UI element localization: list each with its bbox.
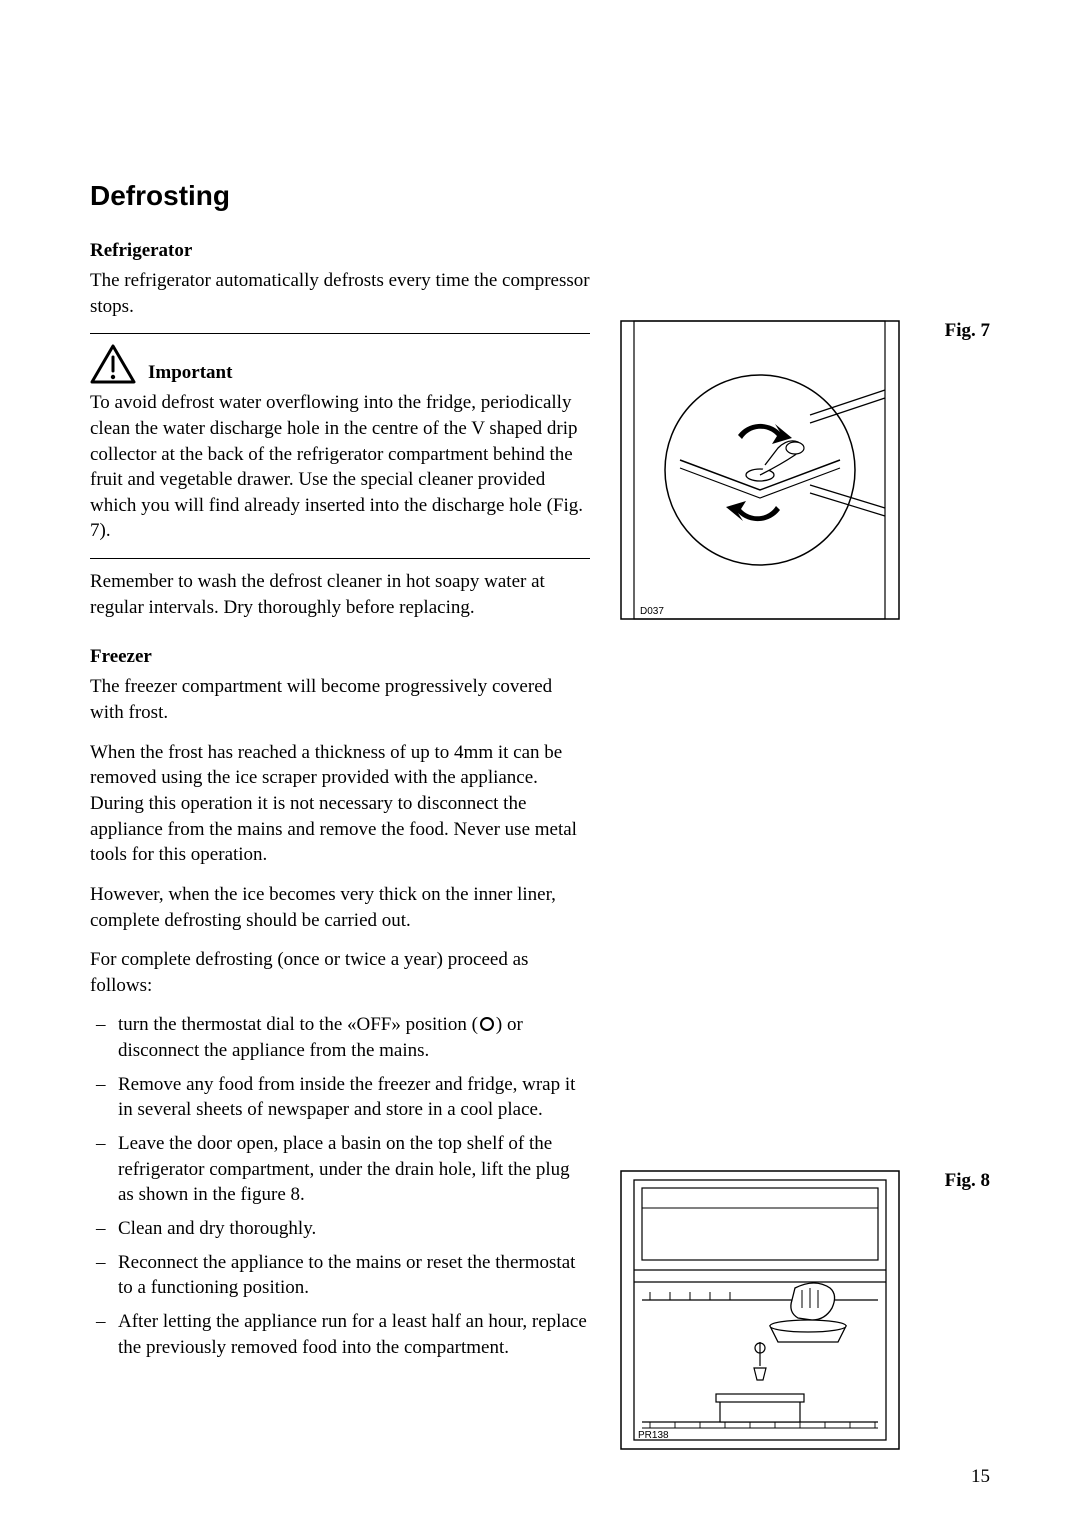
important-label: Important	[148, 362, 232, 384]
freezer-p2: When the frost has reached a thickness o…	[90, 740, 590, 868]
important-row: Important	[90, 344, 590, 384]
important-body: To avoid defrost water overflowing into …	[90, 390, 590, 544]
left-column: Defrosting Refrigerator The refrigerator…	[90, 180, 590, 1368]
divider	[90, 558, 590, 559]
list-item: turn the thermostat dial to the «OFF» po…	[90, 1012, 590, 1063]
freezer-p4: For complete defrosting (once or twice a…	[90, 947, 590, 998]
list-item: Remove any food from inside the freezer …	[90, 1072, 590, 1123]
step-pre: turn the thermostat dial to the «OFF» po…	[118, 1014, 478, 1035]
refrigerator-body: The refrigerator automatically defrosts …	[90, 268, 590, 319]
list-item: Clean and dry thoroughly.	[90, 1216, 590, 1242]
refrigerator-heading: Refrigerator	[90, 240, 590, 262]
page-number: 15	[971, 1466, 990, 1488]
fig7-illustration: D037	[620, 320, 900, 620]
list-item: Leave the door open, place a basin on th…	[90, 1131, 590, 1208]
right-column: Fig. 7	[630, 180, 990, 1368]
freezer-heading: Freezer	[90, 646, 590, 668]
fig8-caption: Fig. 8	[945, 1170, 990, 1192]
fig7-code: D037	[640, 606, 664, 617]
freezer-p1: The freezer compartment will become prog…	[90, 674, 590, 725]
list-item: Reconnect the appliance to the mains or …	[90, 1250, 590, 1301]
divider	[90, 333, 590, 334]
defrost-steps-list: turn the thermostat dial to the «OFF» po…	[90, 1012, 590, 1360]
warning-icon	[90, 344, 136, 384]
freezer-p3: However, when the ice becomes very thick…	[90, 882, 590, 933]
page-title: Defrosting	[90, 180, 590, 212]
fig8-code: PR138	[638, 1430, 669, 1441]
off-symbol-icon	[480, 1017, 494, 1031]
remember-text: Remember to wash the defrost cleaner in …	[90, 569, 590, 620]
list-item: After letting the appliance run for a le…	[90, 1309, 590, 1360]
fig8-illustration: PR138	[620, 1170, 900, 1450]
fig7-caption: Fig. 7	[945, 320, 990, 342]
